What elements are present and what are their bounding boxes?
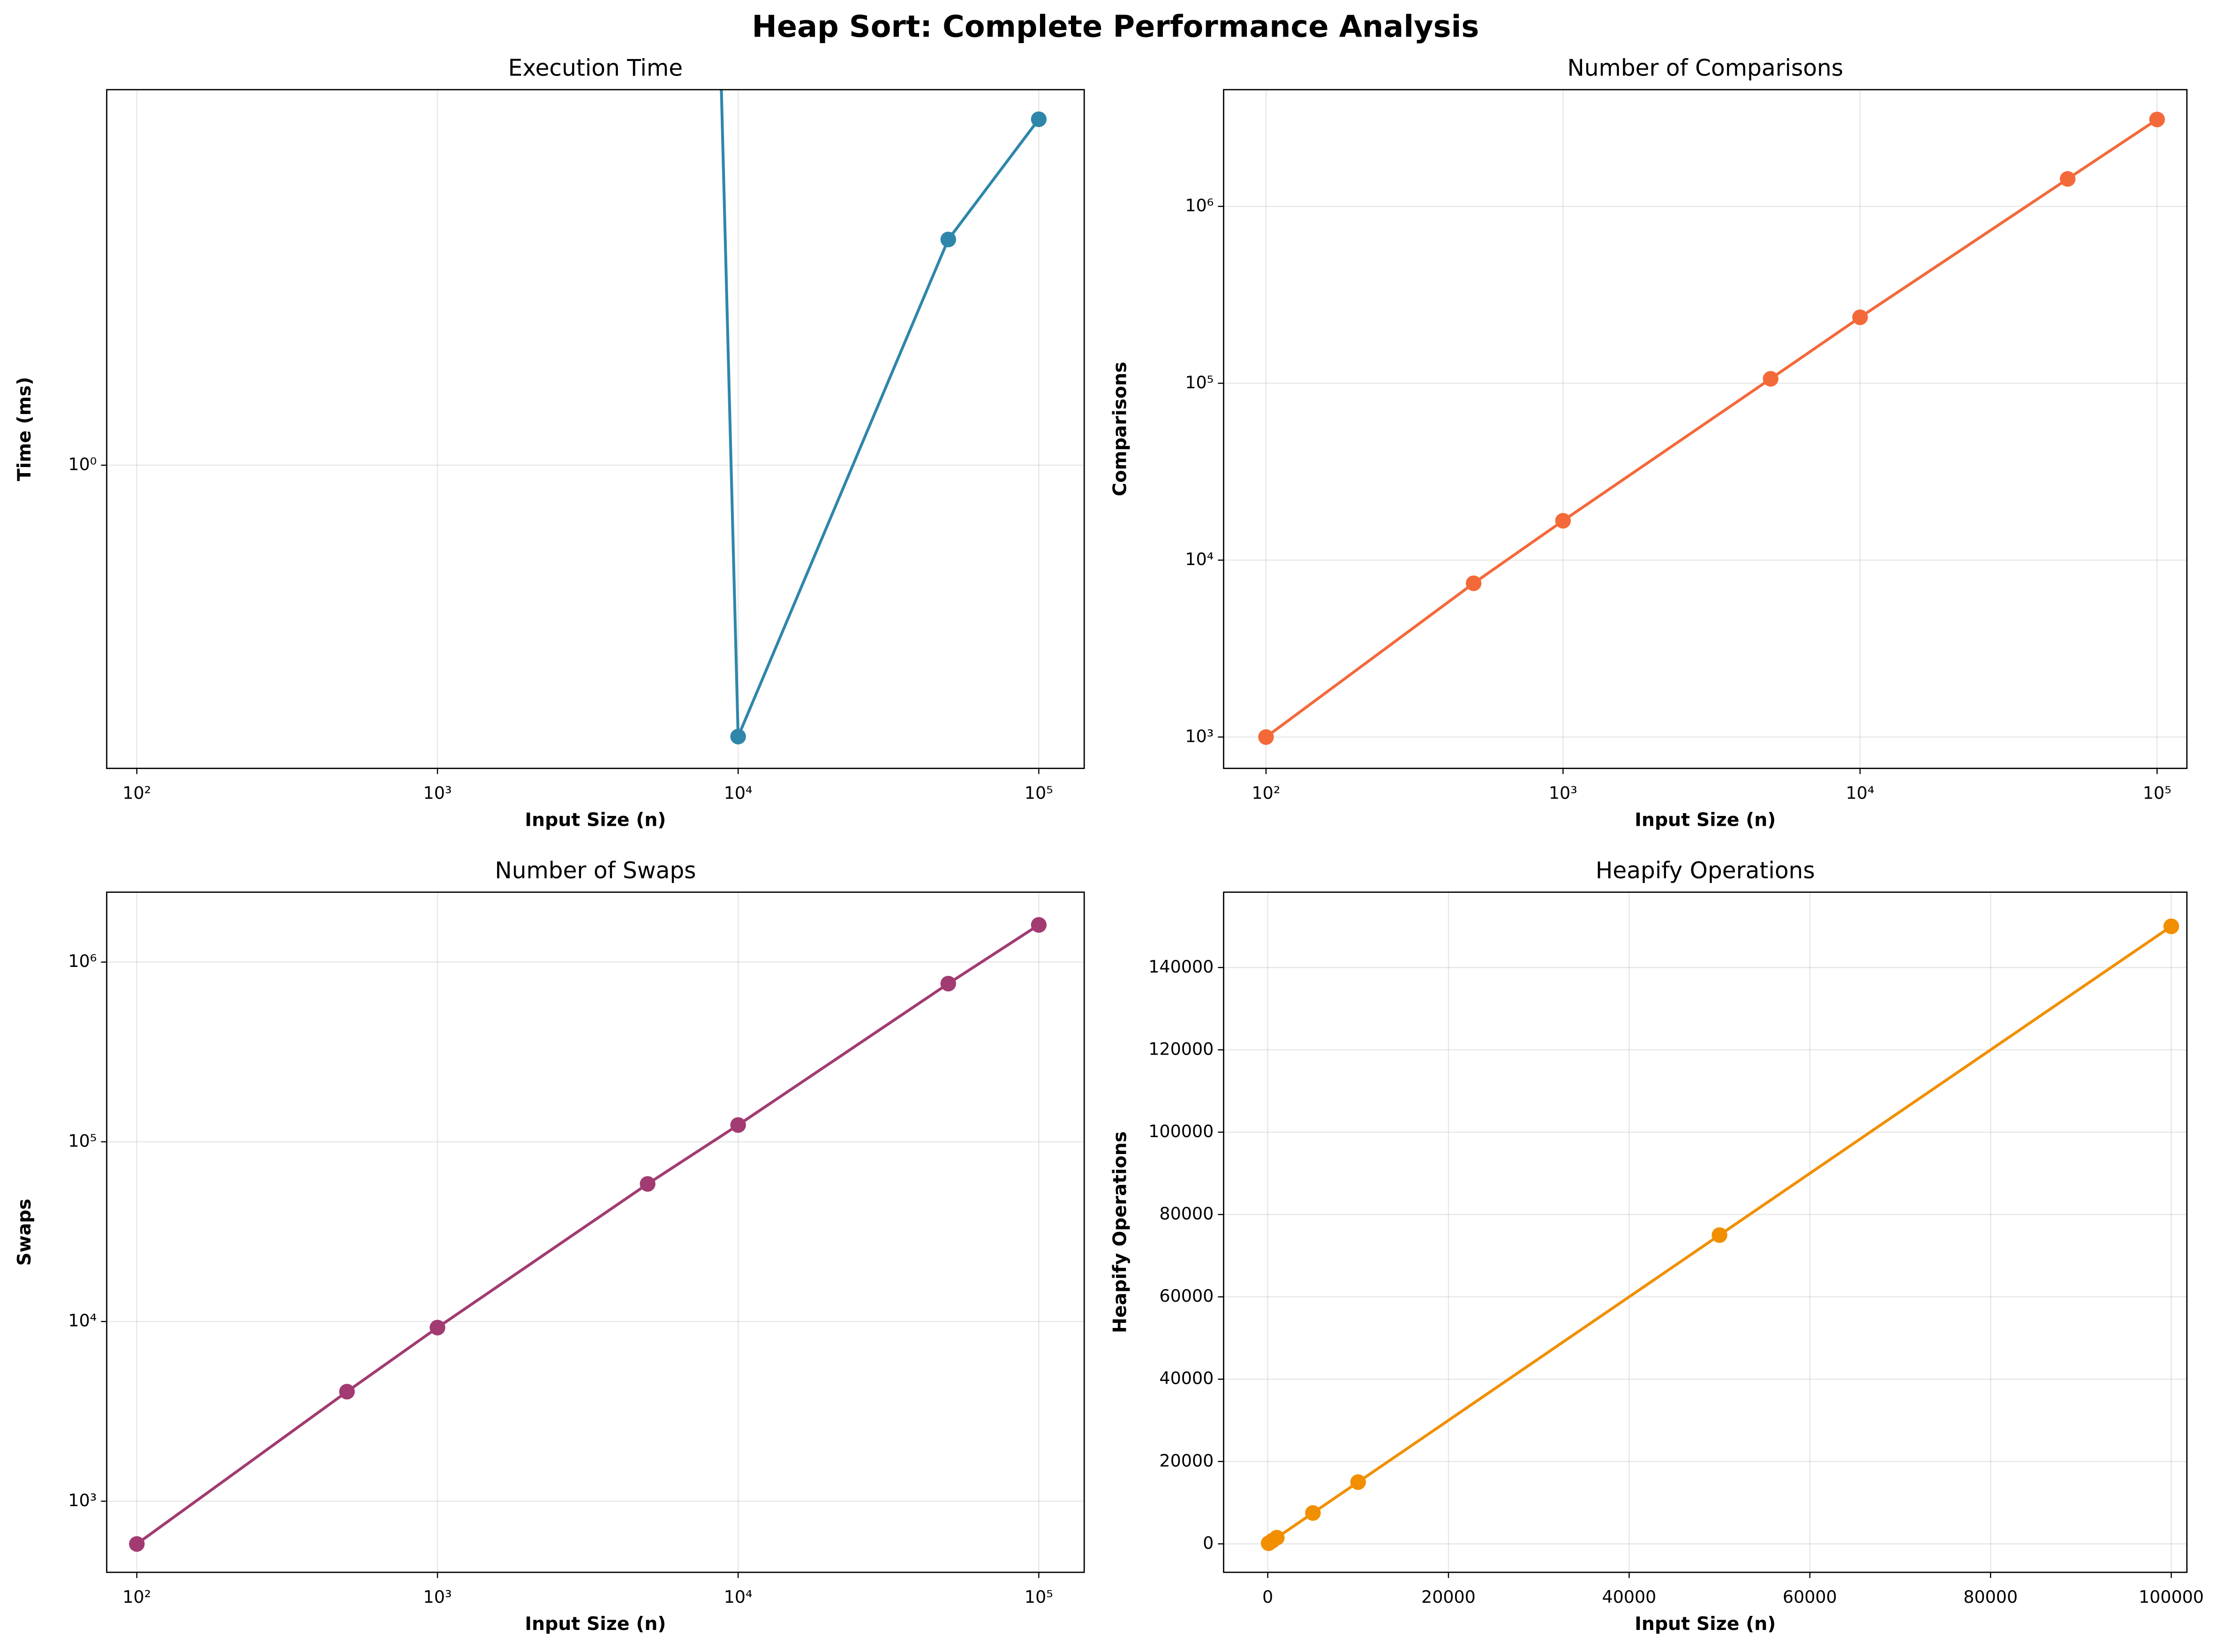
data-point — [640, 1176, 656, 1192]
subplot-title: Number of Comparisons — [1567, 55, 1843, 82]
y-tick-label: 10³ — [68, 1490, 97, 1510]
data-point — [940, 975, 957, 992]
data-point — [2163, 918, 2179, 935]
data-point — [339, 1384, 355, 1400]
data-point — [1466, 575, 1482, 591]
x-axis-label: Input Size (n) — [525, 809, 666, 830]
y-tick-label: 10⁴ — [68, 1311, 97, 1331]
subplot: 10² 10³ 10⁴ 10⁵ 10³ 10⁴ 10⁵ 10⁶ Number of Swaps I… — [14, 858, 1085, 1635]
subplot-title: Execution Time — [508, 55, 683, 82]
y-tick-label: 10⁶ — [68, 951, 97, 971]
x-axis-label: Input Size (n) — [1635, 1613, 1776, 1635]
data-point — [129, 1536, 145, 1552]
data-point — [430, 1320, 445, 1335]
axes-frame — [106, 89, 1085, 769]
axes-frame — [1223, 891, 2188, 1573]
data-point — [1258, 729, 1274, 745]
y-tick-label: 40000 — [1160, 1368, 1214, 1388]
x-tick-label: 10³ — [1549, 783, 1577, 803]
subplot: 0 20000 40000 60000 80000 100000 0 20000 40000 60… — [1109, 858, 2204, 1635]
x-tick-label: 10⁴ — [724, 783, 753, 803]
x-tick-label: 0 — [1262, 1587, 1273, 1607]
data-point — [1763, 371, 1779, 387]
data-point — [2149, 112, 2165, 128]
y-tick-label: 120000 — [1148, 1039, 1213, 1059]
data-point — [1269, 1530, 1285, 1546]
y-axis-label: Time (ms) — [14, 377, 35, 482]
subplot: 10² 10³ 10⁴ 10⁵ 10³ 10⁴ 10⁵ 10⁶ Number of Compar… — [1109, 55, 2188, 830]
x-tick-label: 10³ — [423, 1587, 452, 1607]
y-tick-label: 0 — [1203, 1533, 1213, 1553]
y-tick-label: 10⁵ — [68, 1131, 97, 1151]
y-tick-label: 100000 — [1148, 1121, 1213, 1141]
y-tick-label: 10⁴ — [1185, 549, 1213, 569]
x-tick-label: 10² — [122, 783, 151, 803]
x-tick-label: 10⁵ — [1025, 783, 1053, 803]
data-point — [1031, 111, 1047, 127]
x-tick-label: 10² — [1252, 783, 1281, 803]
data-point — [2059, 171, 2076, 187]
subplot-title: Number of Swaps — [495, 858, 696, 884]
x-tick-label: 10³ — [423, 783, 452, 803]
data-point — [1350, 1474, 1366, 1490]
data-point — [1305, 1505, 1321, 1521]
axes-frame — [106, 891, 1085, 1573]
x-tick-label: 10⁴ — [1846, 783, 1874, 803]
figure-title: Heap Sort: Complete Performance Analysis — [752, 9, 1479, 44]
axes-frame — [1223, 89, 2188, 769]
data-point — [1852, 309, 1868, 325]
x-tick-label: 10⁴ — [724, 1587, 753, 1607]
subplot-title: Heapify Operations — [1596, 858, 1815, 884]
data-point — [730, 1117, 746, 1133]
x-tick-label: 10⁵ — [1025, 1587, 1053, 1607]
x-tick-label: 10² — [122, 1587, 151, 1607]
x-axis-label: Input Size (n) — [1635, 809, 1776, 830]
data-point — [730, 729, 746, 745]
data-point — [940, 232, 957, 248]
y-tick-label: 10⁶ — [1185, 196, 1213, 216]
subplot: 10² 10³ 10⁴ 10⁵ 10⁰ Execution Time Input Size … — [14, 55, 1085, 830]
y-axis-label: Heapify Operations — [1109, 1132, 1131, 1333]
data-point — [1031, 917, 1047, 933]
y-tick-label: 10⁵ — [1185, 372, 1213, 392]
y-tick-label: 140000 — [1148, 957, 1213, 977]
y-axis-label: Swaps — [14, 1199, 35, 1266]
y-tick-label: 20000 — [1160, 1450, 1214, 1471]
x-tick-label: 60000 — [1783, 1587, 1837, 1607]
y-tick-label: 80000 — [1160, 1204, 1214, 1224]
y-axis-label: Comparisons — [1109, 362, 1131, 496]
x-tick-label: 100000 — [2139, 1587, 2204, 1607]
data-point — [1555, 513, 1571, 529]
y-tick-label: 60000 — [1160, 1286, 1214, 1306]
y-tick-label: 10³ — [1185, 726, 1213, 746]
x-tick-label: 80000 — [1963, 1587, 2018, 1607]
y-tick-label: 10⁰ — [68, 454, 97, 475]
x-tick-label: 40000 — [1602, 1587, 1657, 1607]
x-tick-label: 20000 — [1421, 1587, 1476, 1607]
x-axis-label: Input Size (n) — [525, 1613, 666, 1635]
data-point — [1711, 1227, 1727, 1243]
x-tick-label: 10⁵ — [2143, 783, 2171, 803]
